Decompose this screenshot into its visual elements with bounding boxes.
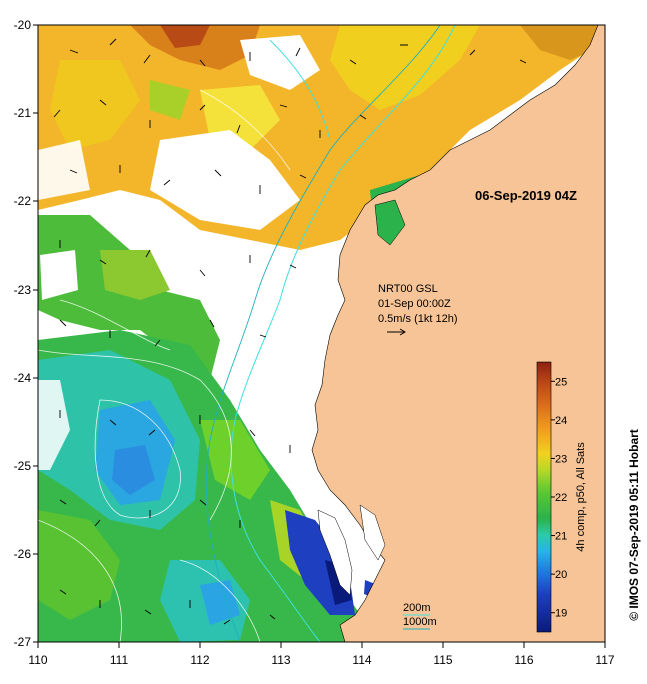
x-tick-label: 115 <box>433 653 452 667</box>
y-tick: -23 <box>14 283 38 297</box>
x-tick-label: 116 <box>514 653 533 667</box>
colorbar-gradient <box>536 361 552 633</box>
x-tick-label: 117 <box>595 653 614 667</box>
x-tick: 115 <box>433 642 453 667</box>
y-tick: -21 <box>14 106 38 120</box>
y-tick-label: -23 <box>14 283 32 297</box>
colorbar: 25 24 23 22 21 20 19 4h comp, p50, All Sats <box>536 361 587 633</box>
map-canvas <box>38 25 605 642</box>
y-tick: -25 <box>14 459 38 473</box>
x-tick: 111 <box>110 642 129 667</box>
y-tick-label: -25 <box>14 459 32 473</box>
y-axis: -20 -21 -22 -23 -24 -25 -26 -27 <box>14 18 38 649</box>
y-tick-label: -22 <box>14 194 32 208</box>
land-mass <box>311 25 605 642</box>
colorbar-tick-label: 22 <box>555 492 567 504</box>
y-tick: -20 <box>14 18 38 32</box>
current-vectors <box>53 38 527 625</box>
x-tick: 112 <box>190 642 210 667</box>
colorbar-tick-label: 24 <box>555 415 567 427</box>
x-tick: 116 <box>514 642 534 667</box>
y-tick-label: -21 <box>14 106 32 120</box>
x-tick: 110 <box>28 642 48 667</box>
y-tick-label: -24 <box>14 371 32 385</box>
y-tick: -24 <box>14 371 38 385</box>
current-date-label: 01-Sep 00:00Z <box>378 298 451 310</box>
colorbar-tick-label: 23 <box>555 453 567 465</box>
timestamp-label: 06-Sep-2019 04Z <box>475 188 577 203</box>
map-border <box>37 24 606 643</box>
colorbar-label: 4h comp, p50, All Sats <box>575 442 587 552</box>
x-axis: 110 111 112 113 114 115 116 117 <box>28 642 615 667</box>
colorbar-tick-label: 19 <box>555 608 567 620</box>
bathymetry-contours <box>205 25 456 642</box>
x-tick-label: 113 <box>271 653 290 667</box>
x-tick-label: 112 <box>190 653 209 667</box>
y-tick: -27 <box>14 635 38 649</box>
contour-legend: 200m 1000m <box>403 602 437 630</box>
y-tick: -22 <box>14 194 38 208</box>
x-tick-label: 114 <box>352 653 371 667</box>
contour-200m-label: 200m <box>403 602 431 614</box>
x-tick: 113 <box>271 642 291 667</box>
current-model-label: NRT00 GSL <box>378 283 438 295</box>
arrowhead-icon <box>399 328 406 336</box>
colorbar-tick-label: 25 <box>555 376 567 388</box>
sst-field <box>38 25 605 642</box>
x-tick: 114 <box>352 642 372 667</box>
colorbar-tick-label: 21 <box>555 531 567 543</box>
current-scale-label: 0.5m/s (1kt 12h) <box>378 313 457 325</box>
contour-1000m-label: 1000m <box>403 616 437 628</box>
y-tick-label: -27 <box>14 635 32 649</box>
colorbar-tick-label: 20 <box>555 569 567 581</box>
current-legend: NRT00 GSL 01-Sep 00:00Z 0.5m/s (1kt 12h) <box>378 283 457 336</box>
x-tick: 117 <box>595 642 615 667</box>
copyright-label: © IMOS 07-Sep-2019 05:11 Hobart <box>627 429 641 621</box>
y-tick: -26 <box>14 547 38 561</box>
x-tick-label: 111 <box>110 653 129 667</box>
y-tick-label: -20 <box>14 18 32 32</box>
x-tick-label: 110 <box>28 653 47 667</box>
y-tick-label: -26 <box>14 547 32 561</box>
isotherms <box>38 89 291 642</box>
